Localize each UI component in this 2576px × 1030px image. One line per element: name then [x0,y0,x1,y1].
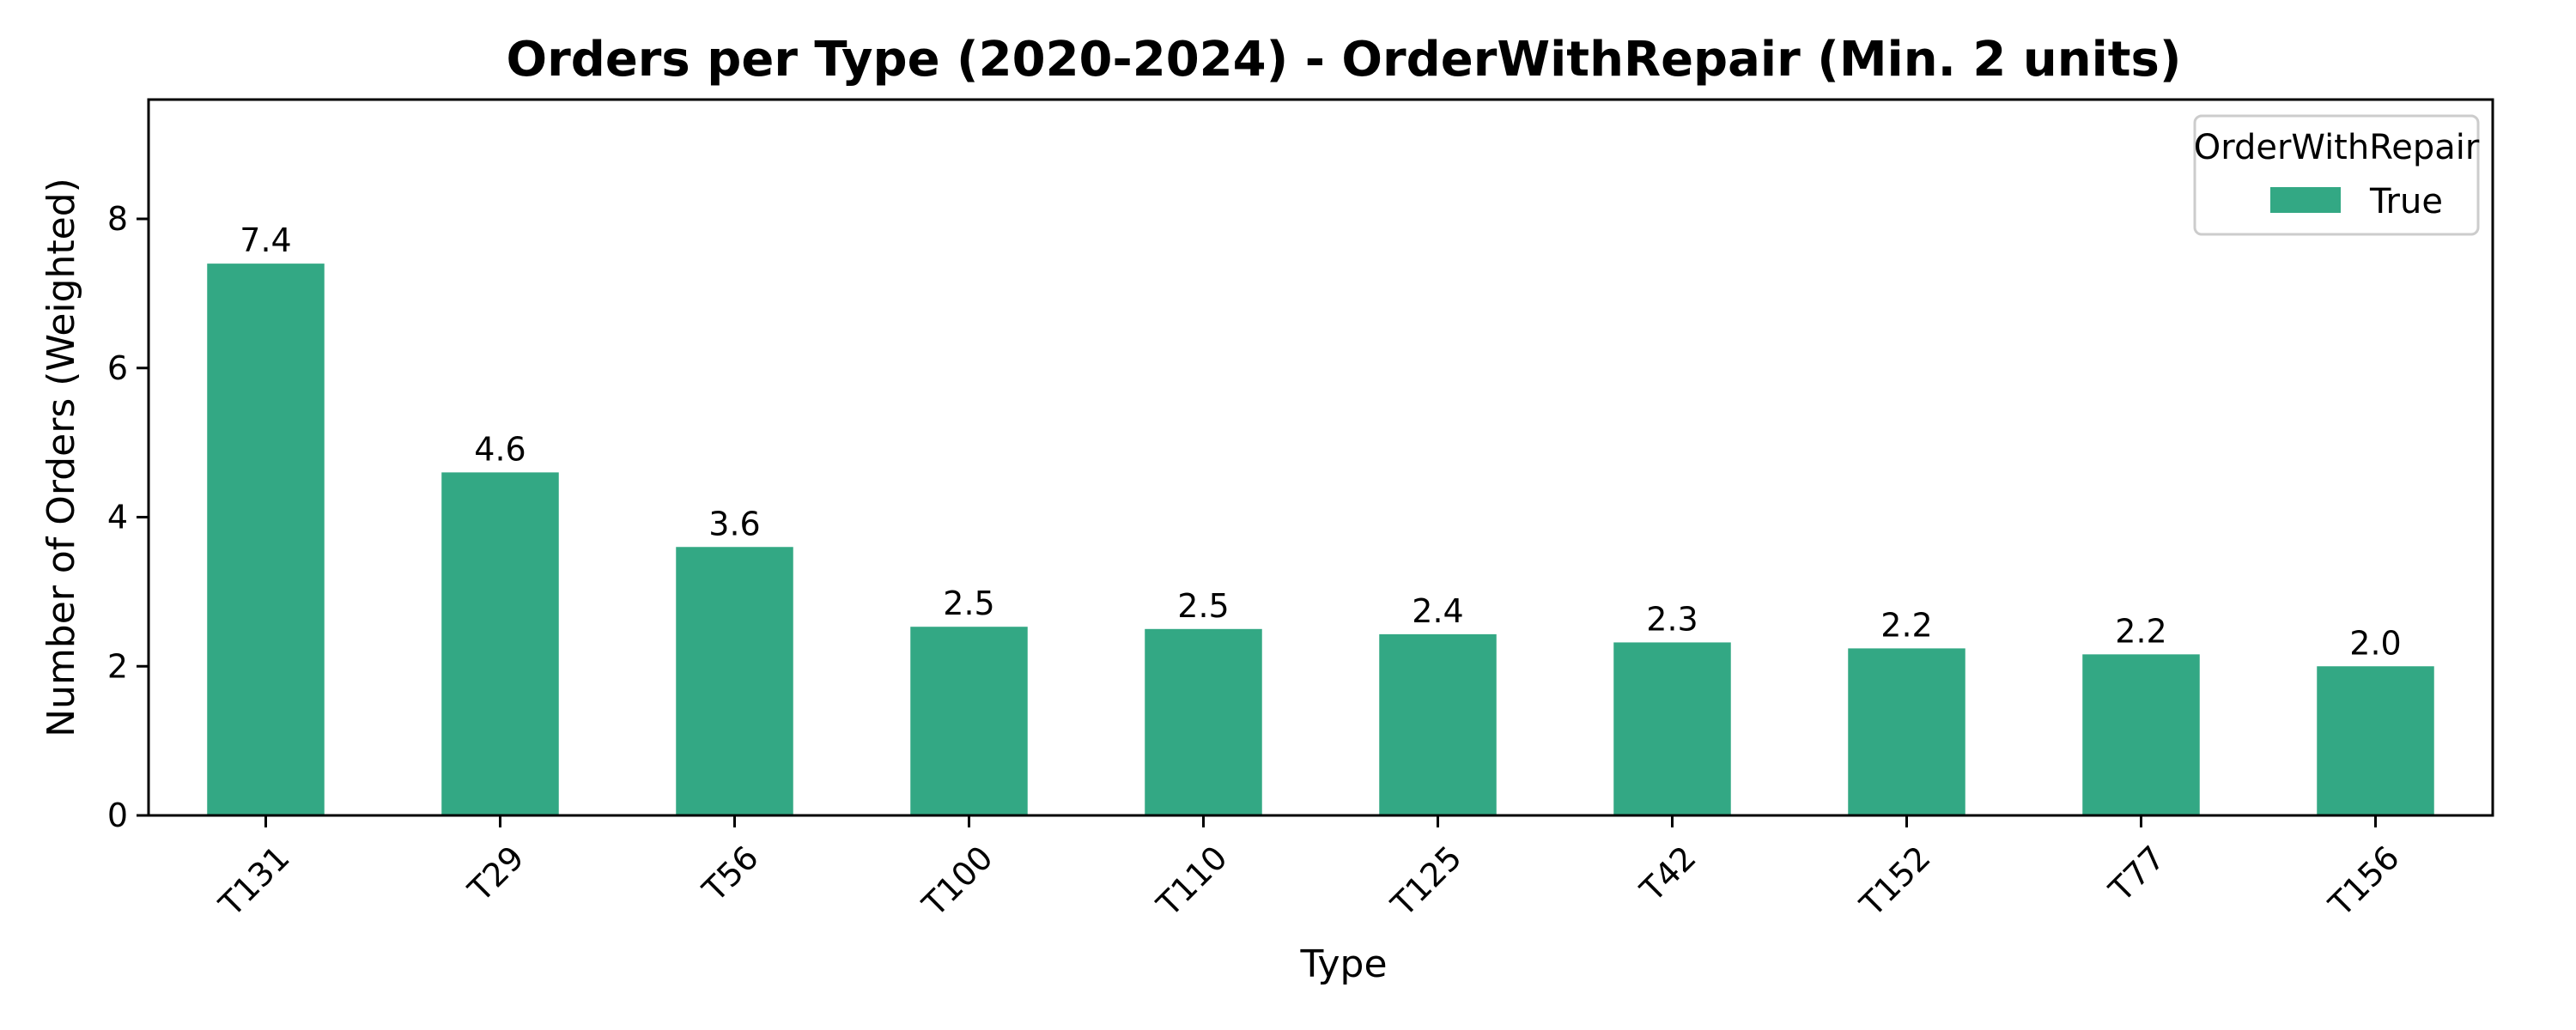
chart-title: Orders per Type (2020-2024) - OrderWithR… [507,32,2182,88]
x-tick-label-t125: T125 [1383,839,1469,924]
legend-title: OrderWithRepair [2194,128,2480,167]
bar-t110 [1145,628,1262,815]
bar-t56 [676,547,793,815]
data-label-t29: 4.6 [474,430,526,468]
x-tick-label-t77: T77 [2101,839,2172,909]
bars-group [207,264,2434,815]
bar-t29 [441,472,559,815]
legend-frame [2193,114,2480,236]
data-label-t56: 3.6 [708,505,760,542]
y-tick-label-4: 4 [107,499,128,536]
data-label-t131: 7.4 [240,221,291,259]
data-label-t156: 2.0 [2349,624,2401,662]
bar-t42 [1613,642,1731,815]
legend: OrderWithRepair True [2193,114,2480,236]
data-label-t125: 2.4 [1412,592,1463,630]
y-axis-label: Number of Orders (Weighted) [39,178,83,737]
data-label-t110: 2.5 [1177,587,1229,625]
bar-t131 [207,264,325,815]
bar-t156 [2317,666,2434,815]
x-tick-label-t156: T156 [2321,839,2407,924]
x-tick-label-t100: T100 [914,839,1000,924]
x-tick-label-t42: T42 [1632,839,1703,909]
legend-swatch [2270,187,2341,213]
bar-t77 [2082,654,2200,815]
bar-t100 [910,627,1028,815]
data-label-t42: 2.3 [1646,600,1698,638]
x-axis-label: Type [1299,942,1387,986]
data-label-t100: 2.5 [943,585,994,622]
bar-t125 [1379,633,1497,815]
x-tick-label-t56: T56 [695,839,765,909]
y-axis-ticks: 0 2 4 6 8 [107,200,149,834]
bar-t152 [1848,648,1965,815]
y-tick-label-6: 6 [107,349,128,387]
x-tick-label-t152: T152 [1852,839,1938,924]
data-label-t77: 2.2 [2115,612,2166,650]
y-tick-label-0: 0 [107,797,128,834]
plot-area-frame [147,98,2494,817]
x-tick-label-t131: T131 [211,839,297,924]
y-tick-label-8: 8 [107,200,128,238]
data-labels-group: 7.4 4.6 3.6 2.5 2.5 2.4 2.3 2.2 2.2 2.0 [240,221,2401,662]
y-tick-label-2: 2 [107,647,128,685]
data-label-t152: 2.2 [1880,606,1932,644]
legend-entry-true: True [2369,182,2443,221]
x-axis-ticks: T131 T29 T56 T100 T110 T125 T42 T152 T77 T156 [211,815,2407,924]
x-tick-label-t110: T110 [1149,839,1235,924]
x-tick-label-t29: T29 [460,839,531,909]
